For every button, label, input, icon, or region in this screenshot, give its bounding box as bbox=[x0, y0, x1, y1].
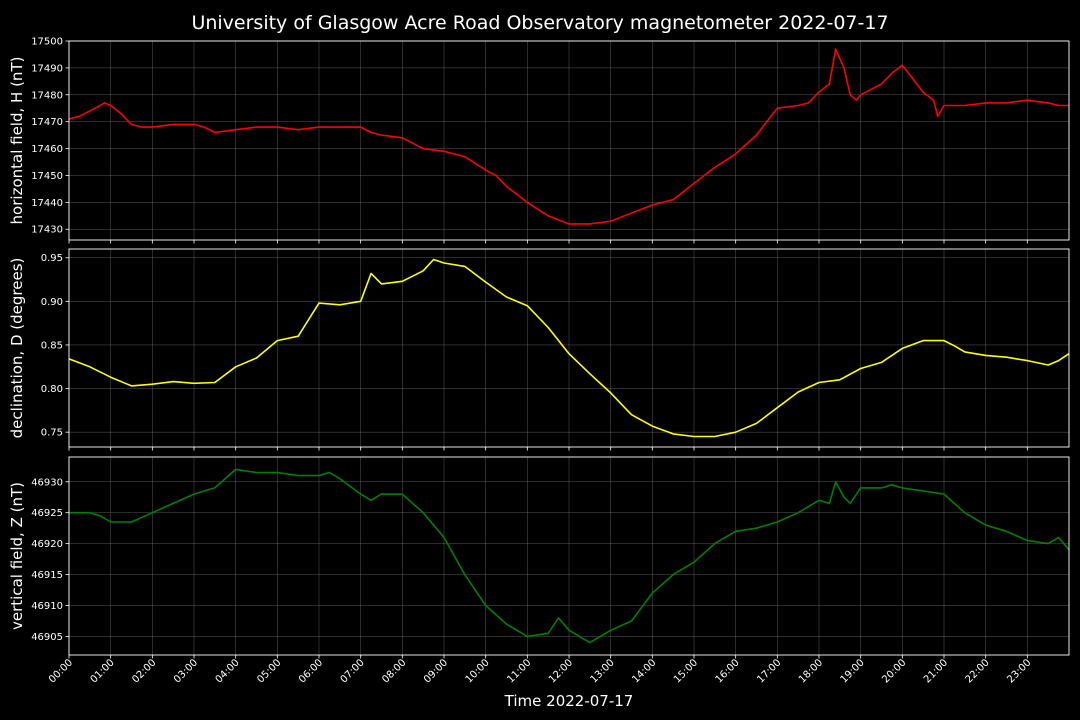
y-tick-label: 46905 bbox=[31, 632, 63, 643]
y-tick-label: 17490 bbox=[31, 63, 63, 74]
panel-declination: 0.75 0.80 0.85 0.90 0.95 declination, D (degr… bbox=[8, 248, 1070, 451]
y-tick-label: 0.85 bbox=[41, 340, 63, 351]
y-tick-label: 0.80 bbox=[41, 384, 63, 395]
y-tick-label: 17470 bbox=[31, 117, 63, 128]
x-axis-label: Time 2022-07-17 bbox=[504, 692, 634, 710]
y-tick-label: 17480 bbox=[31, 90, 63, 101]
y-axis-label-horizontal: horizontal field, H (nT) bbox=[8, 57, 26, 225]
plot-frame bbox=[68, 40, 1070, 241]
panel-horizontal: 17430 17440 17450 17460 17470 17480 17490 17500… bbox=[8, 37, 1070, 244]
series-line-horizontal bbox=[68, 48, 1069, 225]
y-tick-label: 0.90 bbox=[41, 297, 63, 308]
y-tick-label: 17430 bbox=[31, 225, 63, 236]
y-tick-label: 46915 bbox=[31, 570, 63, 581]
y-tick-label: 17440 bbox=[31, 198, 63, 209]
y-tick-label: 17460 bbox=[31, 144, 63, 155]
y-tick-label: 17450 bbox=[31, 171, 63, 182]
series-line-declination bbox=[68, 258, 1070, 438]
y-tick-label: 17500 bbox=[31, 37, 63, 48]
y-tick-label: 46910 bbox=[31, 601, 63, 612]
y-tick-label: 0.75 bbox=[41, 428, 63, 439]
series-line-vertical bbox=[69, 468, 1070, 644]
y-axis-label-declination: declination, D (degrees) bbox=[8, 258, 26, 439]
y-tick-label: 46925 bbox=[31, 508, 63, 519]
plot-frame bbox=[68, 248, 1070, 448]
panel-vertical: 46905 46910 46915 46920 46925 46930 vertical f… bbox=[8, 456, 1070, 659]
panels: 17430 17440 17450 17460 17470 17480 17490 17500… bbox=[8, 37, 1070, 659]
y-tick-label: 0.95 bbox=[41, 253, 63, 264]
y-tick-label: 46930 bbox=[31, 477, 63, 488]
y-axis-label-vertical: vertical field, Z (nT) bbox=[8, 482, 26, 630]
figure-title: University of Glasgow Acre Road Observat… bbox=[191, 12, 888, 34]
plot-frame bbox=[68, 456, 1070, 656]
y-tick-label: 46920 bbox=[31, 539, 63, 550]
